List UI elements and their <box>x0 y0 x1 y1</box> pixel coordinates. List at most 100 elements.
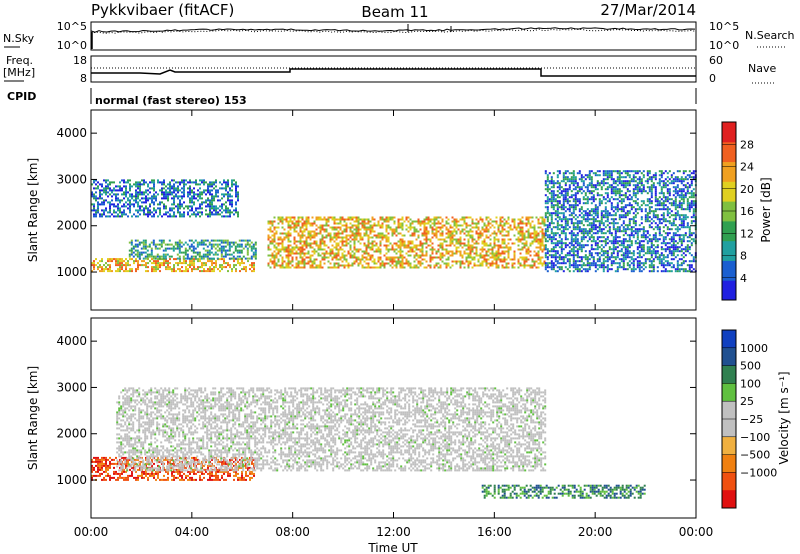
echo-cell <box>495 264 498 267</box>
echo-cell <box>157 193 159 196</box>
echo-cell <box>584 194 587 197</box>
echo-cell <box>461 228 464 231</box>
echo-cell <box>192 245 195 248</box>
echo-cell <box>499 218 502 221</box>
echo-cell <box>453 238 456 241</box>
echo-cell <box>201 203 203 206</box>
echo-cell <box>501 230 504 233</box>
echo-cell <box>586 262 589 265</box>
echo-cell <box>507 250 510 253</box>
echo-cell <box>586 270 589 273</box>
echo-cell <box>552 196 555 199</box>
echo-cell <box>467 260 470 263</box>
echo-cell <box>592 194 595 197</box>
echo-cell <box>415 220 418 223</box>
echo-cell <box>309 230 312 233</box>
echo-cell <box>151 270 153 273</box>
echo-cell <box>580 174 583 177</box>
echo-cell <box>507 254 510 257</box>
echo-cell <box>640 240 643 243</box>
echo-cell <box>391 246 394 249</box>
echo-cell <box>299 220 302 223</box>
echo-cell <box>129 268 131 271</box>
echo-cell <box>273 234 276 237</box>
echo-cell <box>586 188 589 191</box>
echo-cell <box>152 257 155 260</box>
echo-cell <box>305 216 308 219</box>
echo-cell <box>562 218 565 221</box>
echo-cell <box>461 216 464 219</box>
echo-cell <box>148 245 151 248</box>
echo-cell <box>171 185 173 188</box>
echo-cell <box>469 230 472 233</box>
echo-cell <box>409 234 412 237</box>
echo-cell <box>560 258 563 261</box>
echo-cell <box>586 258 589 261</box>
echo-cell <box>337 244 340 247</box>
echo-cell <box>141 193 143 196</box>
echo-cell <box>618 192 621 195</box>
echo-cell <box>445 222 448 225</box>
echo-cell <box>136 239 139 242</box>
echo-cell <box>648 208 651 211</box>
echo-cell <box>395 260 398 263</box>
echo-cell <box>544 202 547 205</box>
echo-cell <box>596 264 599 267</box>
echo-cell <box>233 209 235 212</box>
echo-cell <box>153 213 155 216</box>
echo-cell <box>183 260 185 263</box>
echo-cell <box>594 242 597 245</box>
echo-cell <box>223 262 225 265</box>
echo-cell <box>367 240 370 243</box>
echo-cell <box>162 249 165 252</box>
echo-cell <box>363 244 366 247</box>
echo-cell <box>130 253 133 256</box>
echo-cell <box>369 228 372 231</box>
echo-cell <box>646 186 649 189</box>
echo-cell <box>163 260 165 263</box>
echo-cell <box>622 180 625 183</box>
echo-cell <box>654 196 657 199</box>
echo-cell <box>656 266 659 269</box>
echo-cell <box>650 256 653 259</box>
echo-cell <box>299 252 302 255</box>
echo-cell <box>558 228 561 231</box>
echo-cell <box>339 226 342 229</box>
echo-cell <box>485 242 488 245</box>
echo-cell <box>299 234 302 237</box>
echo-cell <box>399 260 402 263</box>
echo-cell <box>313 236 316 239</box>
echo-cell <box>554 250 557 253</box>
echo-cell <box>582 218 585 221</box>
echo-cell <box>131 193 133 196</box>
echo-cell <box>201 207 203 210</box>
echo-cell <box>616 188 619 191</box>
echo-cell <box>178 255 181 258</box>
echo-cell <box>177 197 179 200</box>
echo-cell <box>218 243 221 246</box>
echo-cell <box>519 218 522 221</box>
echo-cell <box>451 238 454 241</box>
echo-cell <box>335 238 338 241</box>
echo-cell <box>640 178 643 181</box>
echo-cell <box>369 246 372 249</box>
echo-cell <box>455 226 458 229</box>
echo-cell <box>137 203 139 206</box>
echo-cell <box>217 211 219 214</box>
echo-cell <box>157 260 159 263</box>
echo-cell <box>215 179 217 182</box>
echo-cell <box>495 254 498 257</box>
echo-cell <box>329 240 332 243</box>
echo-cell <box>487 216 490 219</box>
echo-cell <box>457 240 460 243</box>
echo-cell <box>503 242 506 245</box>
echo-cell <box>495 262 498 265</box>
echo-cell <box>443 262 446 265</box>
echo-cell <box>105 181 107 184</box>
echo-cell <box>507 222 510 225</box>
echo-cell <box>429 238 432 241</box>
echo-cell <box>211 260 213 263</box>
echo-cell <box>576 244 579 247</box>
echo-cell <box>596 210 599 213</box>
echo-cell <box>630 262 633 265</box>
